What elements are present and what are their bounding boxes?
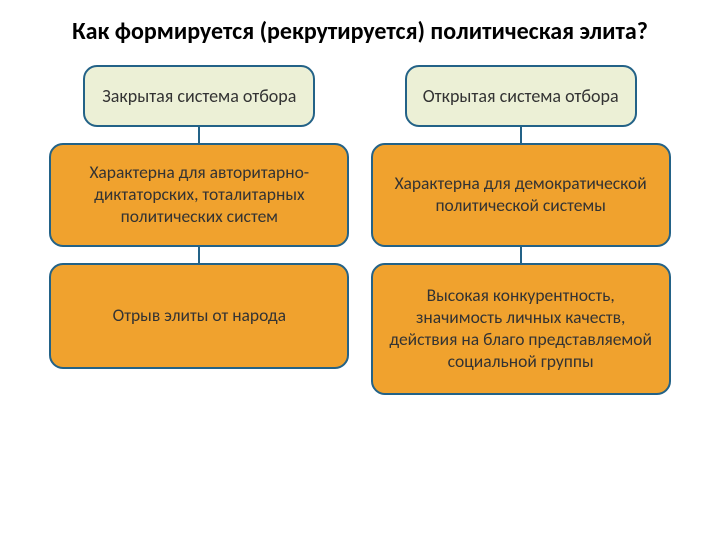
columns-wrap: Закрытая система отбора Характерна для а… — [0, 65, 720, 395]
left-head-node: Закрытая система отбора — [83, 65, 315, 127]
diagram-title: Как формируется (рекрутируется) политиче… — [0, 0, 720, 47]
right-last-node: Высокая конкурентность, значимость личны… — [371, 263, 671, 395]
left-connector-1 — [198, 127, 200, 143]
left-last-node: Отрыв элиты от народа — [49, 263, 349, 369]
right-connector-2 — [520, 247, 522, 263]
left-mid-text: Характерна для авторитарно-диктаторских,… — [51, 156, 347, 234]
right-connector-1 — [520, 127, 522, 143]
left-last-text: Отрыв элиты от народа — [99, 299, 300, 333]
right-mid-text: Характерна для демократической политичес… — [373, 167, 669, 223]
right-head-node: Открытая система отбора — [405, 65, 637, 127]
left-head-text: Закрытая система отбора — [88, 79, 310, 114]
left-connector-2 — [198, 247, 200, 263]
right-last-text: Высокая конкурентность, значимость личны… — [373, 279, 669, 379]
right-mid-node: Характерна для демократической политичес… — [371, 143, 671, 247]
left-column: Закрытая система отбора Характерна для а… — [49, 65, 349, 395]
right-column: Открытая система отбора Характерна для д… — [371, 65, 671, 395]
right-head-text: Открытая система отбора — [409, 79, 633, 114]
left-mid-node: Характерна для авторитарно-диктаторских,… — [49, 143, 349, 247]
